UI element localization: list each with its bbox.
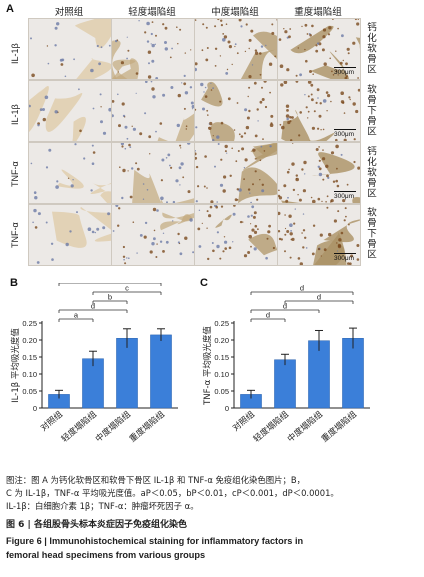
x-tick-label: 对照组: [38, 409, 65, 434]
micrograph-r2-c2: [111, 80, 195, 142]
row-label-tnfa-1: TNF-α: [10, 161, 20, 187]
row-label-il1b-2: IL-1β: [10, 104, 20, 125]
micrograph-r1-c1: [28, 18, 112, 80]
figure-title-cn: 图 6 | 各组股骨头标本炎症因子免疫组化染色: [6, 520, 187, 530]
y-tick-label: 0.25: [214, 319, 229, 328]
micrograph-r4-c1: [28, 204, 112, 266]
y-tick-label: 0.05: [22, 387, 37, 396]
chart-b-il1b: IL-1β 平均吸光度值 0 0.05 0.10 0.15 0.20 0.25 对照组轻度塌陷…: [10, 283, 178, 445]
column-header-control: 对照组: [54, 7, 84, 18]
scale-bar-label: 300μm: [334, 67, 356, 76]
panel-c-letter: C: [200, 277, 208, 289]
region-label-row4: 软骨下骨区: [365, 207, 376, 260]
x-tick-label: 重度塌陷组: [319, 409, 359, 445]
bar: [274, 359, 296, 409]
y-tick-label: 0.10: [22, 370, 37, 379]
micrograph-r4-c4: 300μm: [277, 204, 361, 266]
y-axis-label: TNF-α 平均吸光度值: [202, 326, 213, 406]
significance-label: b: [108, 293, 112, 302]
micrograph-r3-c1: [28, 142, 112, 204]
significance-label: c: [125, 284, 129, 293]
micrograph-r2-c4: 300μm: [277, 80, 361, 142]
column-header-severe: 重度塌陷组: [294, 7, 342, 18]
row-label-il1b-1: IL-1β: [10, 43, 20, 64]
significance-label: d: [108, 283, 112, 284]
scale-bar-label: 300μm: [334, 253, 356, 262]
micrograph-r3-c3: [194, 142, 278, 204]
caption-line-2: C 为 IL-1β，TNF-α 平均吸光度值。aP＜0.05，bP＜0.01，c…: [6, 488, 339, 498]
y-axis-label: IL-1β 平均吸光度值: [10, 328, 21, 403]
region-label-row2: 软骨下骨区: [365, 84, 376, 137]
micrograph-r1-c4: 300μm: [277, 18, 361, 80]
y-tick-label: 0.15: [22, 353, 37, 362]
bar: [150, 334, 172, 409]
x-tick-label: 对照组: [230, 409, 257, 434]
significance-label: a: [74, 311, 79, 320]
significance-label: d: [283, 302, 287, 311]
y-tick-label: 0: [225, 404, 229, 413]
x-tick-label: 重度塌陷组: [127, 409, 167, 445]
x-tick-label: 轻度塌陷组: [59, 409, 99, 445]
caption-line-3: IL-1β：白细胞介素 1β；TNF-α：肿瘤坏死因子 α。: [6, 501, 199, 511]
significance-label: d: [317, 293, 321, 302]
micrograph-r3-c2: [111, 142, 195, 204]
significance-label: d: [91, 302, 95, 311]
micrograph-r1-c2: [111, 18, 195, 80]
micrograph-r2-c3: [194, 80, 278, 142]
bar: [116, 338, 138, 409]
panel-b-letter: B: [10, 277, 18, 289]
y-tick-label: 0.25: [22, 319, 37, 328]
y-tick-label: 0.05: [214, 387, 229, 396]
caption-line-1: 图注：图 A 为钙化软骨区和软骨下骨区 IL-1β 和 TNF-α 免疫组化染色…: [6, 475, 305, 485]
micrograph-r1-c3: [194, 18, 278, 80]
x-tick-label: 中度塌陷组: [93, 409, 133, 445]
row-label-tnfa-2: TNF-α: [10, 222, 20, 248]
y-tick-label: 0.20: [214, 336, 229, 345]
region-label-row1: 钙化软骨区: [365, 22, 376, 75]
figure-title-en-line-2: femoral head specimens from various grou…: [6, 550, 206, 560]
y-tick-label: 0.20: [22, 336, 37, 345]
bar: [342, 338, 364, 409]
column-header-mild: 轻度塌陷组: [128, 7, 176, 18]
region-label-row3: 钙化软骨区: [365, 146, 376, 199]
micrograph-r3-c4: 300μm: [277, 142, 361, 204]
figure-title-en-line-1: Figure 6 | Immunohistochemical staining …: [6, 536, 304, 546]
y-tick-label: 0: [33, 404, 37, 413]
x-tick-label: 轻度塌陷组: [251, 409, 291, 445]
x-tick-label: 中度塌陷组: [285, 409, 325, 445]
micrograph-r2-c1: [28, 80, 112, 142]
significance-label: d: [300, 284, 304, 293]
micrograph-r4-c2: [111, 204, 195, 266]
y-tick-label: 0.10: [214, 370, 229, 379]
panel-a-letter: A: [6, 3, 14, 15]
micrograph-r4-c3: [194, 204, 278, 266]
significance-label: d: [266, 311, 270, 320]
column-header-moderate: 中度塌陷组: [211, 7, 259, 18]
scale-bar-label: 300μm: [334, 191, 356, 200]
y-tick-label: 0.15: [214, 353, 229, 362]
chart-c-tnfa: TNF-α 平均吸光度值 0 0.05 0.10 0.15 0.20 0.25 对照组轻度塌陷…: [202, 284, 370, 445]
scale-bar-label: 300μm: [334, 129, 356, 138]
